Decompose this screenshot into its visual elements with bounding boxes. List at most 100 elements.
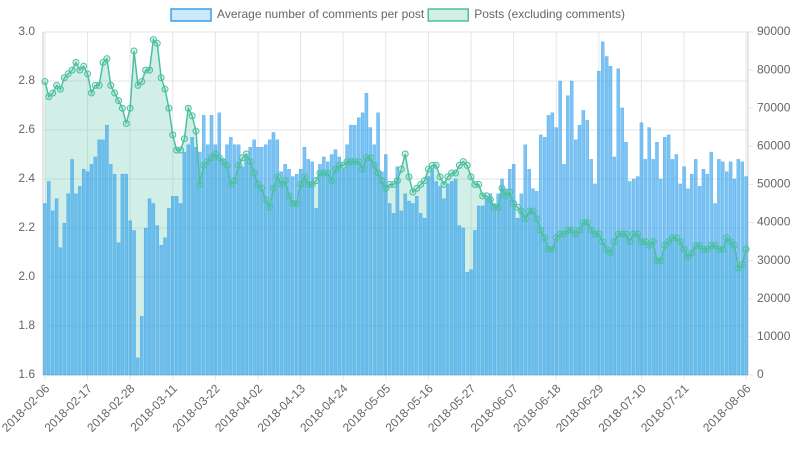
bar	[670, 159, 675, 376]
point	[56, 85, 64, 93]
point	[246, 158, 254, 166]
bar	[163, 237, 167, 376]
bar	[573, 139, 578, 376]
bar	[449, 181, 454, 376]
bar	[279, 171, 283, 376]
bar	[477, 205, 481, 376]
bar	[267, 139, 272, 376]
bar	[643, 159, 648, 376]
bar	[101, 139, 105, 376]
bar	[70, 159, 74, 376]
bar	[198, 151, 202, 376]
bar	[205, 144, 210, 376]
point	[126, 104, 134, 112]
bar	[635, 176, 640, 376]
point	[440, 180, 448, 188]
bar	[264, 144, 268, 376]
point	[517, 207, 525, 215]
point	[84, 70, 92, 78]
point	[177, 146, 185, 154]
bar	[236, 144, 241, 376]
point	[537, 226, 545, 234]
bar	[438, 186, 442, 376]
bar	[682, 166, 686, 376]
point	[184, 104, 192, 112]
point	[80, 62, 88, 70]
bar	[380, 171, 384, 376]
bar	[666, 134, 671, 376]
y-tick-label: 2.8	[18, 73, 35, 87]
bar	[171, 195, 175, 376]
point	[281, 177, 289, 185]
point	[269, 184, 277, 192]
bar	[558, 80, 562, 376]
bar	[97, 139, 101, 376]
bar	[333, 149, 338, 376]
legend-swatch[interactable]	[170, 8, 212, 22]
y-tick-label: 2.6	[18, 122, 35, 136]
bar	[697, 186, 702, 376]
point	[370, 161, 378, 169]
bar	[407, 200, 411, 376]
bar	[81, 169, 86, 376]
bar	[601, 41, 605, 376]
point	[188, 112, 196, 120]
bar	[713, 203, 717, 376]
bar	[403, 193, 407, 376]
point	[657, 257, 665, 265]
point	[634, 230, 642, 238]
point	[742, 245, 750, 253]
bar	[283, 164, 287, 376]
bar	[105, 124, 109, 376]
bar	[434, 181, 438, 376]
bar	[418, 213, 423, 376]
bar	[287, 169, 291, 376]
y-tick-label: 2.4	[18, 171, 35, 185]
bar	[376, 112, 380, 376]
bar	[116, 242, 121, 376]
point	[521, 215, 529, 223]
point	[583, 219, 591, 227]
point	[405, 173, 413, 181]
point	[242, 150, 250, 158]
bar	[364, 93, 369, 376]
bar	[721, 161, 725, 376]
legend-label[interactable]: Posts (excluding comments)	[474, 7, 625, 21]
bar	[632, 178, 636, 376]
bar	[511, 164, 516, 376]
point	[494, 203, 502, 211]
point	[192, 127, 200, 135]
point	[153, 39, 161, 47]
bar	[523, 144, 527, 376]
bar	[248, 146, 252, 376]
legend-swatch[interactable]	[427, 8, 469, 22]
bar	[159, 244, 163, 376]
bar	[306, 159, 311, 376]
point	[49, 89, 57, 97]
bar	[337, 156, 342, 376]
point	[146, 66, 154, 74]
y2-tick-label: 60000	[757, 139, 791, 153]
bar	[415, 195, 419, 376]
bar	[597, 71, 601, 376]
bar	[504, 188, 508, 376]
point	[138, 78, 146, 86]
legend-label[interactable]: Average number of comments per post	[217, 7, 425, 21]
point	[196, 180, 204, 188]
bar	[298, 169, 303, 376]
point	[328, 177, 336, 185]
point	[486, 196, 494, 204]
bar	[271, 132, 276, 376]
bar	[659, 178, 663, 376]
y-tick-label: 2.0	[18, 269, 35, 283]
bar	[302, 146, 307, 376]
point	[401, 150, 409, 158]
bar	[690, 173, 694, 376]
y-tick-label: 1.6	[18, 367, 35, 381]
bar	[612, 156, 617, 376]
bar	[515, 218, 520, 376]
bar	[384, 154, 388, 376]
bar	[128, 220, 132, 376]
bar	[295, 173, 299, 376]
bar	[93, 156, 97, 376]
